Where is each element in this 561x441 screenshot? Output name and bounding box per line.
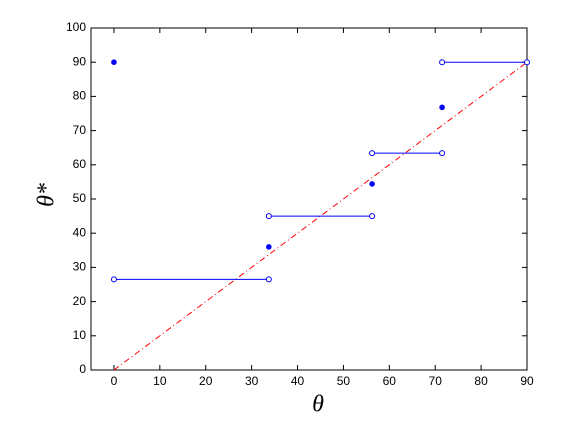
x-tick-label: 70 <box>429 374 443 388</box>
y-tick-label: 30 <box>73 260 87 274</box>
plot-area <box>90 27 528 371</box>
y-axis-label: θ* <box>34 183 60 207</box>
open-end <box>265 213 272 220</box>
x-tick-label: 10 <box>153 374 167 388</box>
x-tick-label: 0 <box>111 374 118 388</box>
y-tick-label: 20 <box>73 294 87 308</box>
x-axis-label: θ <box>312 392 324 418</box>
x-tick-label: 30 <box>245 374 259 388</box>
y-tick-label: 40 <box>73 225 87 239</box>
y-tick-label: 100 <box>66 20 86 34</box>
open-end <box>369 150 376 157</box>
x-tick-label: 40 <box>291 374 305 388</box>
open-end <box>110 276 117 283</box>
y-tick-label: 70 <box>73 123 87 137</box>
open-end <box>524 59 530 66</box>
y-tick-label: 60 <box>73 157 87 171</box>
point <box>439 104 445 111</box>
open-end <box>439 59 446 66</box>
x-tick-label: 20 <box>199 374 213 388</box>
y-tick-label: 90 <box>73 54 87 68</box>
y-tick-label: 10 <box>73 328 87 342</box>
y-tick-label: 0 <box>79 362 86 376</box>
reference-line <box>113 61 528 371</box>
open-end <box>265 276 272 283</box>
x-tick-label: 60 <box>383 374 397 388</box>
x-tick-label: 80 <box>474 374 488 388</box>
point <box>369 181 375 187</box>
point <box>266 244 272 250</box>
open-end <box>369 213 376 220</box>
x-tick-label: 90 <box>520 374 534 388</box>
open-end <box>439 150 446 157</box>
point <box>111 59 117 65</box>
y-tick-label: 50 <box>73 191 87 205</box>
x-tick-label: 50 <box>337 374 351 388</box>
y-tick-label: 80 <box>73 89 87 103</box>
